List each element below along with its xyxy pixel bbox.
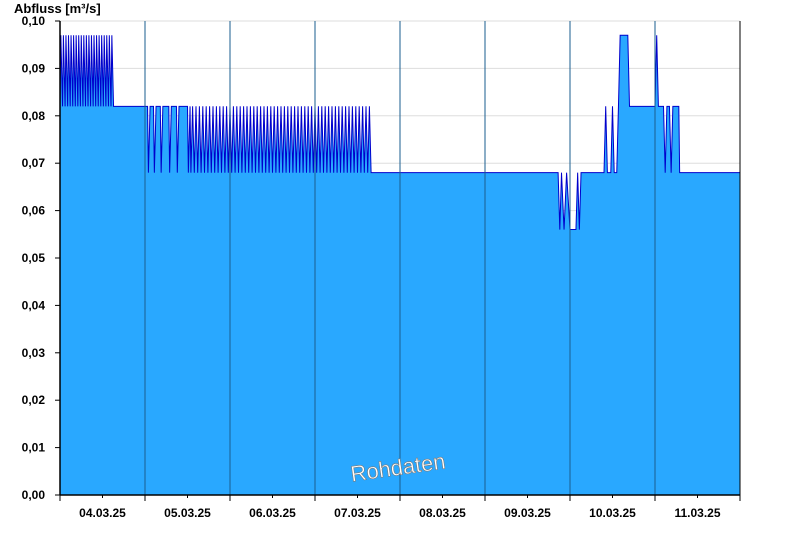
x-tick-label: 09.03.25 (504, 506, 551, 520)
discharge-line (59, 34, 740, 231)
x-tick-label: 08.03.25 (419, 506, 466, 520)
y-axis-title: Abfluss [m³/s] (14, 1, 101, 16)
y-tick-label: 0,01 (22, 441, 46, 455)
y-tick-label: 0,10 (22, 14, 46, 28)
day-separators (144, 21, 656, 495)
x-tick-label: 05.03.25 (164, 506, 211, 520)
x-tick-label: 06.03.25 (249, 506, 296, 520)
y-tick-label: 0,07 (22, 156, 46, 170)
y-tick-label: 0,04 (22, 298, 46, 312)
x-tick-label: 10.03.25 (589, 506, 636, 520)
y-tick-label: 0,08 (22, 109, 46, 123)
x-tick-label: 04.03.25 (79, 506, 126, 520)
y-tick-label: 0,05 (22, 251, 46, 265)
y-tick-labels: 0,00 0,01 0,02 0,03 0,04 0,05 0,06 0,07 0,08 0,09… (22, 14, 46, 502)
x-tick-label: 07.03.25 (334, 506, 381, 520)
x-tick-labels: 04.03.25 05.03.25 06.03.25 07.03.25 08.03.25… (79, 506, 721, 520)
axes (55, 20, 741, 501)
y-tick-label: 0,00 (22, 488, 46, 502)
y-tick-label: 0,06 (22, 204, 46, 218)
y-tick-label: 0,02 (22, 393, 46, 407)
x-tick-label: 11.03.25 (674, 506, 720, 520)
y-tick-label: 0,09 (22, 61, 46, 75)
y-tick-label: 0,03 (22, 346, 46, 360)
